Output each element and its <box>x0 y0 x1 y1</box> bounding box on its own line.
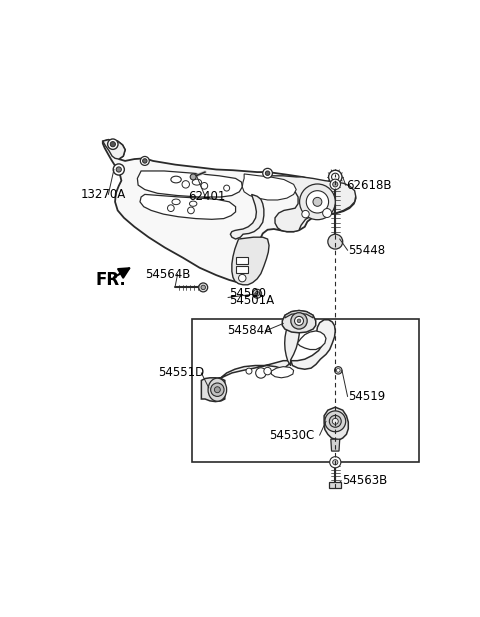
Polygon shape <box>285 323 300 365</box>
Polygon shape <box>236 266 248 273</box>
Polygon shape <box>103 139 356 283</box>
Text: 54564B: 54564B <box>145 268 190 281</box>
Text: 54530C: 54530C <box>269 429 314 442</box>
Polygon shape <box>137 171 242 197</box>
Circle shape <box>328 234 343 249</box>
Circle shape <box>306 191 329 213</box>
Circle shape <box>190 174 196 180</box>
Ellipse shape <box>172 199 180 205</box>
Circle shape <box>246 368 252 374</box>
Circle shape <box>265 171 270 175</box>
Text: 62401: 62401 <box>188 190 226 203</box>
Polygon shape <box>324 407 348 440</box>
Circle shape <box>330 457 341 468</box>
Text: 54563B: 54563B <box>342 474 387 487</box>
Circle shape <box>252 289 262 298</box>
Text: 55448: 55448 <box>348 244 385 257</box>
Circle shape <box>255 291 259 296</box>
Circle shape <box>140 157 149 165</box>
Polygon shape <box>140 194 236 219</box>
Text: 54551D: 54551D <box>158 366 205 379</box>
Ellipse shape <box>190 201 197 206</box>
Circle shape <box>116 167 121 172</box>
Text: 54584A: 54584A <box>228 325 273 337</box>
Text: 13270A: 13270A <box>81 188 126 201</box>
Polygon shape <box>212 320 335 395</box>
Circle shape <box>300 184 335 220</box>
Ellipse shape <box>192 179 202 185</box>
Circle shape <box>333 182 338 187</box>
Polygon shape <box>331 439 340 451</box>
Text: 54500: 54500 <box>229 288 266 300</box>
Circle shape <box>295 317 303 325</box>
Ellipse shape <box>171 176 181 183</box>
Circle shape <box>201 285 205 289</box>
Polygon shape <box>282 310 316 333</box>
Circle shape <box>143 159 147 163</box>
Bar <box>192 319 419 462</box>
Circle shape <box>256 368 266 378</box>
Polygon shape <box>264 176 356 231</box>
Circle shape <box>211 383 224 396</box>
Polygon shape <box>230 194 264 239</box>
Circle shape <box>263 168 273 178</box>
Circle shape <box>297 319 301 323</box>
Circle shape <box>239 275 246 282</box>
Circle shape <box>329 415 341 428</box>
Circle shape <box>291 313 307 329</box>
Text: 54501A: 54501A <box>229 294 275 307</box>
Text: 54519: 54519 <box>348 390 385 403</box>
Circle shape <box>215 387 220 392</box>
Polygon shape <box>285 310 313 318</box>
Circle shape <box>110 141 115 147</box>
Circle shape <box>332 418 338 424</box>
Circle shape <box>313 197 322 206</box>
Circle shape <box>188 207 194 213</box>
Circle shape <box>325 411 346 432</box>
Circle shape <box>329 170 342 184</box>
Circle shape <box>168 205 174 212</box>
Polygon shape <box>271 366 294 378</box>
Circle shape <box>264 367 271 375</box>
Polygon shape <box>242 174 296 200</box>
Circle shape <box>332 173 339 181</box>
Text: 62618B: 62618B <box>347 178 392 192</box>
Polygon shape <box>202 378 225 402</box>
Circle shape <box>108 139 118 149</box>
Polygon shape <box>103 139 125 159</box>
Circle shape <box>201 183 208 189</box>
Circle shape <box>182 181 190 188</box>
Circle shape <box>333 460 338 465</box>
Circle shape <box>323 209 332 217</box>
Circle shape <box>336 368 340 372</box>
Circle shape <box>330 179 340 189</box>
Circle shape <box>113 164 124 175</box>
Polygon shape <box>297 331 326 349</box>
Polygon shape <box>232 237 269 285</box>
Circle shape <box>302 210 309 218</box>
Circle shape <box>199 283 208 292</box>
Circle shape <box>224 185 229 191</box>
Bar <box>329 482 341 487</box>
Polygon shape <box>236 257 248 264</box>
Circle shape <box>335 366 342 374</box>
Ellipse shape <box>208 378 227 401</box>
Text: FR.: FR. <box>96 271 126 289</box>
